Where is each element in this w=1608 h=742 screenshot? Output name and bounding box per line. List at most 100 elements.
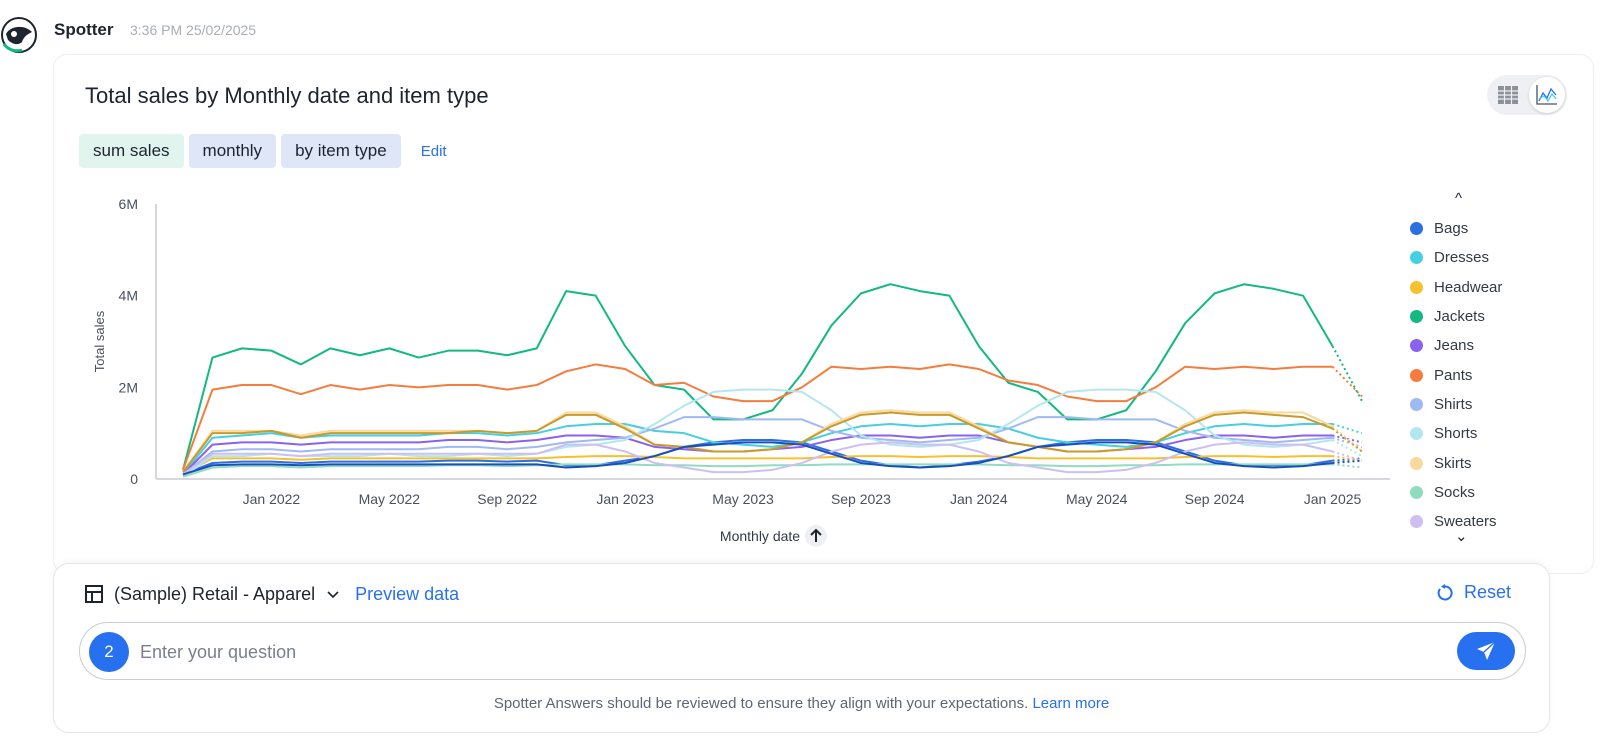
series-line <box>182 416 1333 476</box>
disclaimer: Spotter Answers should be reviewed to en… <box>54 695 1549 712</box>
spotter-avatar-icon <box>1 17 37 53</box>
y-tick-label: 4M <box>119 288 138 304</box>
x-axis-title: Monthly date <box>720 528 800 544</box>
message-timestamp: 3:36 PM 25/02/2025 <box>130 22 257 38</box>
legend-label: Jeans <box>1434 337 1475 355</box>
message-header: Spotter 3:36 PM 25/02/2025 <box>0 14 400 53</box>
query-chips: sum sales monthly by item type Edit <box>79 134 447 168</box>
datasource-name[interactable]: (Sample) Retail - Apparel <box>114 583 316 604</box>
series-projection <box>1332 434 1363 444</box>
legend-label: Socks <box>1434 483 1475 501</box>
legend-swatch <box>1410 427 1423 441</box>
sender-name: Spotter <box>54 20 114 39</box>
send-button[interactable] <box>1457 632 1515 670</box>
legend-item[interactable]: Bags <box>1410 214 1502 243</box>
series-projection <box>1332 463 1363 469</box>
preview-data-link[interactable]: Preview data <box>355 583 460 604</box>
y-axis-title: Total sales <box>92 310 107 372</box>
legend-swatch <box>1410 397 1423 411</box>
series-line <box>182 411 1333 473</box>
legend-label: Shirts <box>1434 395 1473 413</box>
legend-label: Bags <box>1434 220 1469 238</box>
datasource-table-icon <box>85 585 103 603</box>
x-tick-label: May 2023 <box>712 491 774 507</box>
series-projection <box>1332 436 1363 448</box>
series-line <box>182 455 1333 476</box>
legend-item[interactable]: Headwear <box>1410 273 1502 302</box>
x-tick-label: Sep 2022 <box>477 491 537 507</box>
legend-swatch <box>1410 310 1423 324</box>
chip-measure[interactable]: sum sales <box>79 134 184 168</box>
legend-item[interactable]: Shorts <box>1410 419 1502 448</box>
y-tick-label: 2M <box>119 379 138 395</box>
answer-title: Total sales by Monthly date and item typ… <box>85 83 489 108</box>
x-tick-label: May 2024 <box>1066 491 1128 507</box>
legend-swatch <box>1410 222 1423 236</box>
question-count-badge: 2 <box>89 632 129 672</box>
x-tick-label: Jan 2024 <box>950 491 1008 507</box>
chart-legend: Bags Dresses Headwear Jackets Jeans Pants Shir… <box>1410 214 1502 536</box>
chevron-down-icon[interactable] <box>325 586 341 602</box>
legend-item[interactable]: Jackets <box>1410 302 1502 331</box>
legend-label: Pants <box>1434 366 1473 384</box>
legend-scroll-down[interactable]: ⌄ <box>1455 528 1468 545</box>
legend-swatch <box>1410 368 1423 382</box>
edit-link[interactable]: Edit <box>420 142 447 160</box>
series-projection <box>1332 423 1363 435</box>
legend-swatch <box>1410 251 1423 265</box>
legend-item[interactable]: Dresses <box>1410 243 1502 272</box>
legend-swatch <box>1410 456 1423 470</box>
legend-item[interactable]: Socks <box>1410 478 1502 507</box>
y-tick-label: 6M <box>119 196 138 212</box>
view-toggle[interactable] <box>1487 75 1567 115</box>
question-input[interactable] <box>140 638 1440 666</box>
series-projection <box>1332 450 1363 462</box>
legend-swatch <box>1410 280 1423 294</box>
datasource-selector[interactable]: (Sample) Retail - Apparel Preview data <box>84 582 459 606</box>
chip-attribute[interactable]: by item type <box>281 134 401 168</box>
legend-item[interactable]: Sweaters <box>1410 507 1502 536</box>
sort-arrow-icon <box>810 528 822 542</box>
legend-label: Jackets <box>1434 308 1485 326</box>
series-line <box>182 388 1333 478</box>
table-view-icon[interactable] <box>1497 84 1519 106</box>
legend-item[interactable]: Pants <box>1410 360 1502 389</box>
chart-view-button[interactable] <box>1529 77 1565 113</box>
x-tick-label: Jan 2023 <box>596 491 654 507</box>
series-projection <box>1331 425 1363 453</box>
series-projection <box>1332 439 1363 457</box>
legend-item[interactable]: Shirts <box>1410 390 1502 419</box>
x-tick-label: Sep 2024 <box>1185 491 1245 507</box>
reset-label: Reset <box>1463 582 1511 602</box>
legend-label: Shorts <box>1434 425 1478 443</box>
legend-label: Dresses <box>1434 249 1490 267</box>
x-tick-label: Jan 2022 <box>243 491 301 507</box>
series-line <box>182 363 1333 471</box>
reset-button[interactable]: Reset <box>1436 582 1511 603</box>
legend-scroll-up[interactable]: ^ <box>1455 190 1463 207</box>
series-line <box>182 441 1333 476</box>
legend-label: Headwear <box>1434 278 1503 296</box>
legend-label: Sweaters <box>1434 513 1497 531</box>
legend-swatch <box>1410 339 1423 353</box>
reset-icon <box>1437 583 1453 600</box>
question-box: 2 <box>79 622 1526 680</box>
answer-card: Total sales by Monthly date and item typ… <box>53 54 1594 574</box>
series-line <box>182 463 1333 478</box>
disclaimer-text: Spotter Answers should be reviewed to en… <box>493 695 1029 712</box>
series-line <box>182 439 1333 476</box>
legend-label: Skirts <box>1434 454 1472 472</box>
series-projection <box>1331 345 1363 402</box>
chip-date[interactable]: monthly <box>188 134 277 168</box>
learn-more-link[interactable]: Learn more <box>1032 695 1110 712</box>
legend-item[interactable]: Jeans <box>1410 331 1502 360</box>
x-tick-label: May 2022 <box>359 491 421 507</box>
x-tick-label: Sep 2023 <box>831 491 891 507</box>
series-line <box>182 423 1333 476</box>
legend-item[interactable]: Skirts <box>1410 448 1502 477</box>
legend-swatch <box>1410 485 1423 499</box>
chart-view-icon <box>1536 85 1557 105</box>
series-projection <box>1331 427 1363 453</box>
series-line <box>182 441 1333 476</box>
send-icon <box>1477 641 1496 660</box>
